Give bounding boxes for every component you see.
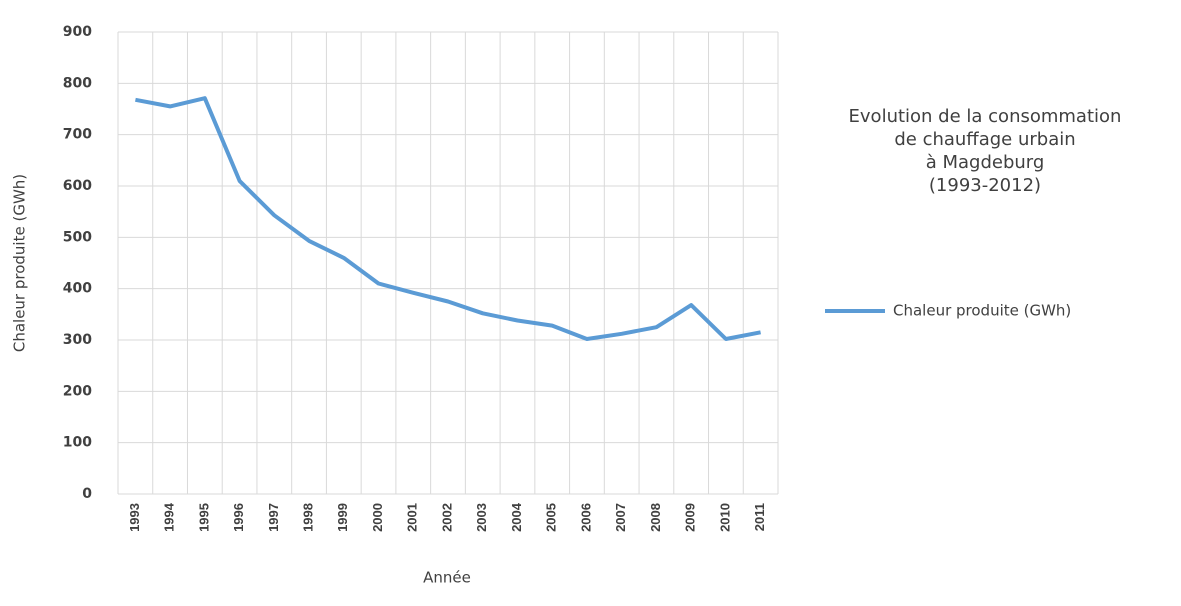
x-tick-label: 1996 — [231, 503, 246, 532]
x-tick-label: 1993 — [127, 503, 142, 532]
x-tick-label: 2004 — [509, 502, 524, 532]
x-tick-label: 2002 — [439, 503, 454, 532]
x-tick-label: 2007 — [613, 503, 628, 532]
y-tick-label: 700 — [63, 127, 92, 143]
y-tick-label: 500 — [63, 229, 92, 245]
x-tick-label: 1995 — [196, 503, 211, 532]
x-tick-label: 1997 — [266, 503, 281, 532]
x-tick-label: 2006 — [578, 503, 593, 532]
x-tick-label: 2001 — [405, 503, 420, 532]
y-tick-label: 900 — [63, 24, 92, 40]
legend-label: Chaleur produite (GWh) — [893, 302, 1071, 320]
y-tick-label: 800 — [63, 75, 92, 91]
data-line — [135, 96, 761, 341]
x-tick-label: 2011 — [752, 503, 767, 531]
x-tick-label: 2003 — [474, 503, 489, 532]
x-tick-label: 2009 — [683, 503, 698, 532]
y-tick-label: 0 — [82, 486, 92, 502]
x-tick-label: 2005 — [544, 503, 559, 532]
y-tick-label: 200 — [63, 383, 92, 399]
x-axis-label: Année — [423, 569, 471, 587]
y-tick-label: 600 — [63, 178, 92, 194]
x-tick-label: 2010 — [717, 503, 732, 532]
chart-title: (1993-2012) — [929, 175, 1041, 196]
chart-title: de chauffage urbain — [894, 129, 1075, 150]
y-axis-label: Chaleur produite (GWh) — [11, 174, 29, 352]
x-tick-label: 1999 — [335, 503, 350, 532]
chart-title: Evolution de la consommation — [849, 106, 1122, 127]
x-tick-label: 2000 — [370, 503, 385, 532]
x-tick-label: 1994 — [162, 502, 177, 532]
x-tick-label: 2008 — [648, 503, 663, 532]
y-tick-label: 100 — [63, 435, 92, 451]
y-tick-label: 400 — [63, 281, 92, 297]
x-tick-label: 1998 — [300, 503, 315, 532]
chart-title: à Magdeburg — [926, 152, 1045, 173]
y-tick-label: 300 — [63, 332, 92, 348]
